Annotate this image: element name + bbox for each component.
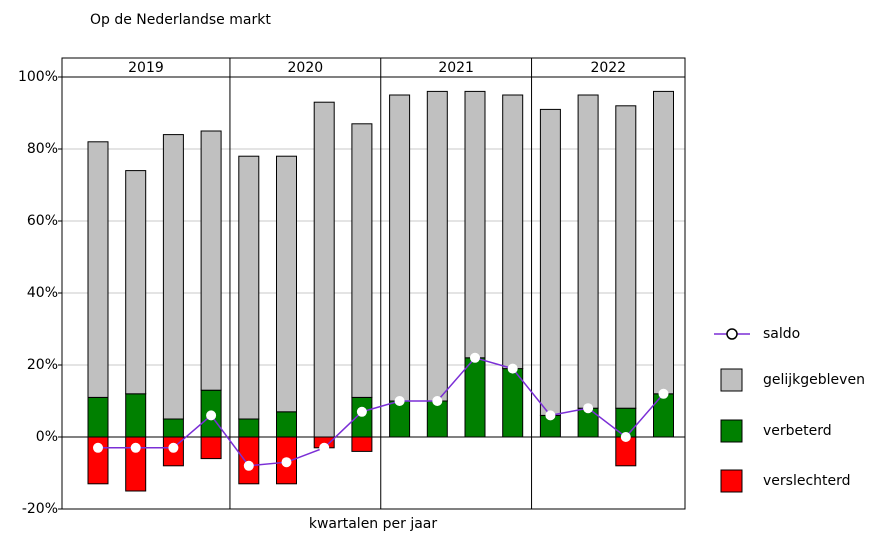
- bar-segment: [426, 400, 448, 438]
- group-label: 2022: [590, 60, 626, 76]
- saldo-point: [281, 457, 292, 468]
- group-label: 2020: [288, 60, 324, 76]
- bar-segment: [200, 130, 222, 391]
- group-label: 2019: [128, 60, 164, 76]
- bar-segment: [276, 411, 297, 438]
- legend-label: gelijkgebleven: [763, 372, 865, 388]
- y-tick-label: 80%: [27, 141, 58, 157]
- group-label: 2021: [438, 60, 474, 76]
- legend-swatch: [720, 469, 743, 493]
- bar-segment: [653, 393, 674, 438]
- bar-segment: [653, 90, 674, 395]
- bar-segment: [162, 134, 184, 420]
- saldo-point: [658, 388, 669, 399]
- bar-segment: [87, 396, 109, 438]
- bar-segment: [238, 418, 260, 438]
- chart-title: Op de Nederlandse markt: [90, 12, 271, 28]
- saldo-point: [470, 352, 480, 363]
- bar-segment: [238, 436, 260, 485]
- y-tick-label: 60%: [27, 213, 58, 229]
- plot-frame: [61, 57, 686, 510]
- bar-segment: [238, 155, 260, 420]
- saldo-line: [98, 356, 665, 467]
- y-tick-label: 0%: [36, 429, 58, 445]
- bar-segment: [426, 90, 448, 402]
- saldo-point: [319, 442, 330, 453]
- bar-segment: [313, 101, 335, 438]
- saldo-point: [545, 410, 556, 421]
- saldo-point: [243, 460, 254, 471]
- bar-segment: [276, 155, 297, 413]
- x-axis-label: kwartalen per jaar: [309, 516, 438, 532]
- y-tick-label: 40%: [27, 285, 58, 301]
- y-tick-label: 20%: [27, 357, 58, 373]
- saldo-point: [620, 432, 631, 442]
- saldo-point: [168, 442, 179, 453]
- bar-segment: [162, 418, 184, 438]
- bar-segment: [502, 368, 524, 438]
- saldo-point: [206, 410, 217, 421]
- bar-segment: [351, 436, 373, 452]
- legend-label: saldo: [763, 326, 800, 342]
- bar-segment: [351, 123, 373, 398]
- bar-segment: [464, 90, 486, 359]
- bar-segment: [539, 108, 561, 416]
- bar-segment: [389, 94, 411, 402]
- bar-segment: [389, 400, 411, 438]
- legend-label: verbeterd: [763, 423, 832, 439]
- bar-segment: [125, 170, 147, 395]
- saldo-point: [583, 403, 594, 414]
- saldo-point: [432, 396, 443, 406]
- bar-segment: [351, 396, 373, 438]
- saldo-point: [356, 406, 367, 417]
- saldo-point: [93, 442, 103, 453]
- saldo-point: [394, 396, 405, 406]
- legend-marker: [726, 328, 738, 340]
- y-tick-label: -20%: [22, 501, 58, 517]
- bar-segment: [464, 357, 486, 438]
- bar-segment: [125, 393, 147, 438]
- bar-segment: [615, 105, 637, 409]
- legend-swatch: [720, 419, 743, 443]
- y-tick-label: 100%: [18, 69, 58, 85]
- bar-segment: [200, 436, 222, 460]
- bar-segment: [87, 141, 109, 398]
- bar-segment: [577, 94, 599, 409]
- saldo-point: [507, 363, 518, 374]
- legend-swatch: [720, 368, 743, 392]
- saldo-point: [130, 442, 141, 453]
- legend-label: verslechterd: [763, 473, 851, 489]
- bar-segment: [502, 94, 524, 370]
